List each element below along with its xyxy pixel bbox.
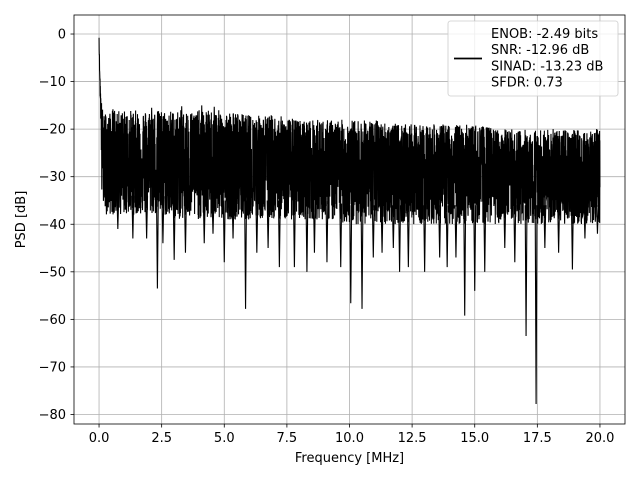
psd-peak bbox=[150, 107, 154, 164]
psd-dip bbox=[255, 200, 259, 253]
psd-dip bbox=[184, 200, 187, 253]
y-tick-label: −80 bbox=[39, 408, 66, 423]
psd-dip bbox=[463, 205, 467, 316]
psd-dip bbox=[312, 200, 316, 253]
psd-peak bbox=[180, 106, 184, 168]
psd-peak bbox=[200, 105, 204, 168]
psd-dip bbox=[222, 200, 226, 263]
psd-dip bbox=[145, 195, 149, 239]
y-tick-label: −30 bbox=[39, 170, 66, 185]
psd-dip bbox=[438, 205, 442, 258]
psd-dip bbox=[483, 205, 487, 272]
x-tick-label: 0.0 bbox=[89, 431, 110, 446]
psd-dip bbox=[305, 200, 309, 272]
psd-dip bbox=[380, 205, 384, 253]
psd-dip bbox=[211, 200, 215, 234]
psd-dip bbox=[524, 205, 528, 337]
psd-dip bbox=[266, 200, 270, 249]
psd-dip bbox=[155, 195, 159, 289]
psd-dip bbox=[583, 205, 587, 239]
y-tick-label: −40 bbox=[39, 218, 66, 233]
legend-box bbox=[447, 20, 619, 97]
psd-dip bbox=[360, 205, 364, 309]
plot-area bbox=[98, 37, 601, 405]
y-axis-label: PSD [dB] bbox=[14, 191, 29, 249]
y-tick-label: −10 bbox=[39, 75, 66, 90]
psd-dip bbox=[231, 200, 235, 239]
psd-dip bbox=[596, 205, 599, 234]
x-axis-label: Frequency [MHz] bbox=[295, 451, 404, 466]
legend-entry: SINAD: -13.23 dB bbox=[491, 59, 603, 74]
psd-dip bbox=[391, 205, 395, 249]
psd-dip bbox=[445, 205, 449, 268]
x-tick-label: 17.5 bbox=[523, 431, 552, 446]
psd-dip bbox=[423, 205, 427, 272]
legend-entry: ENOB: -2.49 bits bbox=[491, 27, 598, 42]
y-tick-label: 0 bbox=[58, 28, 66, 43]
psd-dip bbox=[292, 200, 296, 268]
psd-dip bbox=[398, 205, 402, 272]
psd-dip bbox=[503, 205, 507, 249]
psd-dip bbox=[339, 203, 343, 268]
psd-dip bbox=[557, 205, 561, 253]
psd-peak bbox=[212, 106, 216, 168]
psd-dip bbox=[202, 200, 206, 244]
x-tick-label: 7.5 bbox=[277, 431, 298, 446]
psd-dip bbox=[406, 205, 410, 268]
psd-dip bbox=[473, 205, 477, 291]
psd-dip bbox=[277, 200, 281, 268]
psd-dip bbox=[371, 205, 375, 258]
y-tick-label: −50 bbox=[39, 265, 66, 280]
psd-dip bbox=[325, 200, 329, 263]
psd-dip bbox=[513, 205, 517, 263]
y-tick-label: −20 bbox=[39, 123, 66, 138]
psd-dip bbox=[172, 200, 176, 260]
psd-dip bbox=[131, 195, 135, 239]
x-tick-label: 12.5 bbox=[398, 431, 427, 446]
psd-dip bbox=[349, 205, 353, 304]
axis-ticks: 0.0 2.5 5.0 7.5 10.0 12.5 15.0 17.5 20.0 0 −10 −20 −… bbox=[39, 28, 615, 446]
psd-dip bbox=[454, 205, 458, 258]
psd-dip bbox=[570, 205, 574, 270]
psd-dip bbox=[543, 205, 547, 249]
legend-entry: SNR: -12.96 dB bbox=[491, 43, 589, 58]
y-tick-label: −70 bbox=[39, 360, 66, 375]
x-tick-label: 20.0 bbox=[585, 431, 614, 446]
psd-dip bbox=[244, 200, 248, 309]
y-tick-label: −60 bbox=[39, 313, 66, 328]
psd-dip bbox=[116, 195, 120, 230]
x-tick-label: 15.0 bbox=[460, 431, 489, 446]
psd-dip bbox=[534, 205, 538, 405]
legend-entry: SFDR: 0.73 bbox=[491, 76, 563, 91]
x-tick-label: 5.0 bbox=[214, 431, 235, 446]
x-tick-label: 10.0 bbox=[335, 431, 364, 446]
x-tick-label: 2.5 bbox=[151, 431, 172, 446]
psd-dip bbox=[161, 196, 165, 244]
